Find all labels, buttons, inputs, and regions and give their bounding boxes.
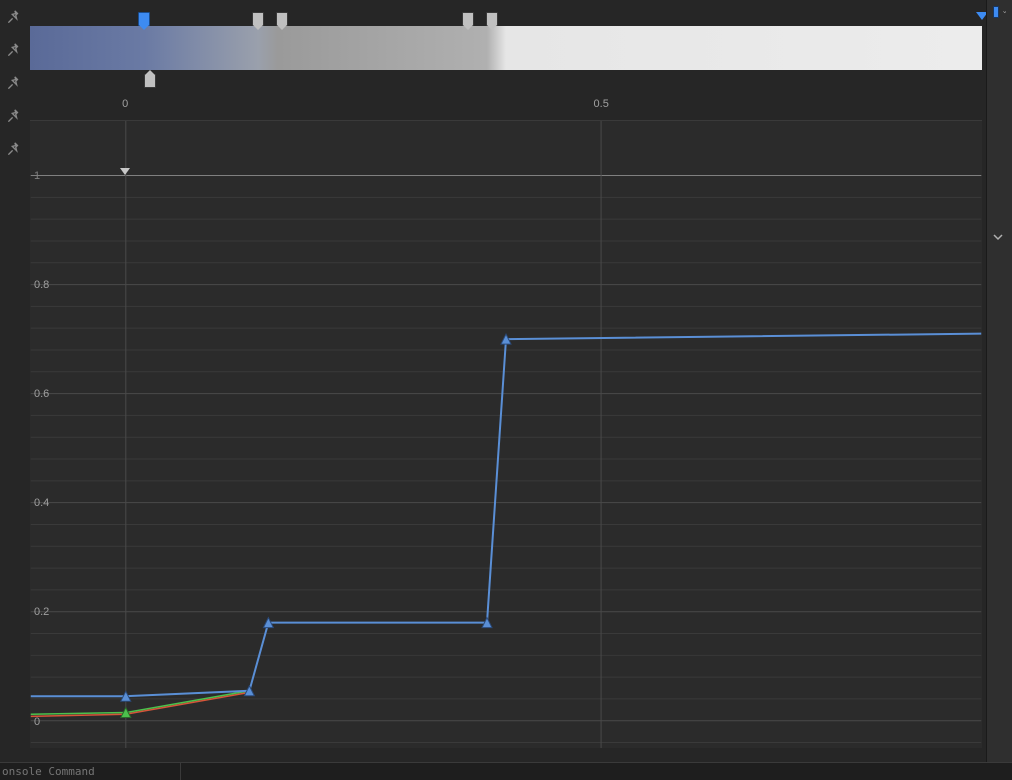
chevron-down-icon (1003, 7, 1007, 17)
gradient-bar[interactable] (30, 26, 982, 70)
chart-svg (30, 121, 982, 748)
color-swatch[interactable] (993, 6, 999, 18)
left-toolstrip (0, 10, 28, 161)
console-divider (180, 763, 181, 780)
alpha-stop-handle[interactable] (252, 12, 264, 26)
chevron-down-icon (993, 232, 1003, 242)
y-tick-label: 0 (34, 716, 40, 728)
x-tick-label: 0.5 (594, 98, 609, 110)
pin-tool-button[interactable] (7, 10, 21, 29)
alpha-stop-handle[interactable] (138, 12, 150, 26)
pin-tool-button[interactable] (7, 109, 21, 128)
x-tick-label: 0 (122, 98, 128, 110)
y-tick-label: 0.4 (34, 497, 49, 509)
properties-panel (986, 0, 1012, 780)
pin-icon (7, 10, 21, 24)
console-input[interactable] (0, 765, 180, 778)
y-tick-label: 0.2 (34, 606, 49, 618)
pin-icon (7, 109, 21, 123)
console-bar (0, 762, 1012, 780)
pin-tool-button[interactable] (7, 142, 21, 161)
pin-icon (7, 76, 21, 90)
curve-chart[interactable]: 0 0.2 0.4 0.6 0.8 1 (30, 120, 982, 748)
alpha-stop-handle[interactable] (276, 12, 288, 26)
pin-icon (7, 142, 21, 156)
pin-tool-button[interactable] (7, 76, 21, 95)
color-stop-handle[interactable] (144, 74, 156, 88)
property-row[interactable] (987, 4, 1012, 20)
playhead-marker-icon[interactable] (120, 168, 130, 175)
gradient-curve-editor: 00.5 00.20.40.60.81 (0, 0, 1012, 780)
alpha-stop-handle[interactable] (462, 12, 474, 26)
y-tick-label: 1 (34, 170, 40, 182)
curve-line[interactable] (31, 334, 981, 697)
pin-tool-button[interactable] (7, 43, 21, 62)
x-axis: 00.5 (30, 94, 982, 118)
alpha-stop-handle[interactable] (486, 12, 498, 26)
y-tick-label: 0.6 (34, 388, 49, 400)
gradient-fill (30, 26, 982, 70)
curve-line[interactable] (31, 691, 250, 714)
y-tick-label: 0.8 (34, 279, 49, 291)
property-row[interactable] (987, 230, 1012, 244)
pin-icon (7, 43, 21, 57)
